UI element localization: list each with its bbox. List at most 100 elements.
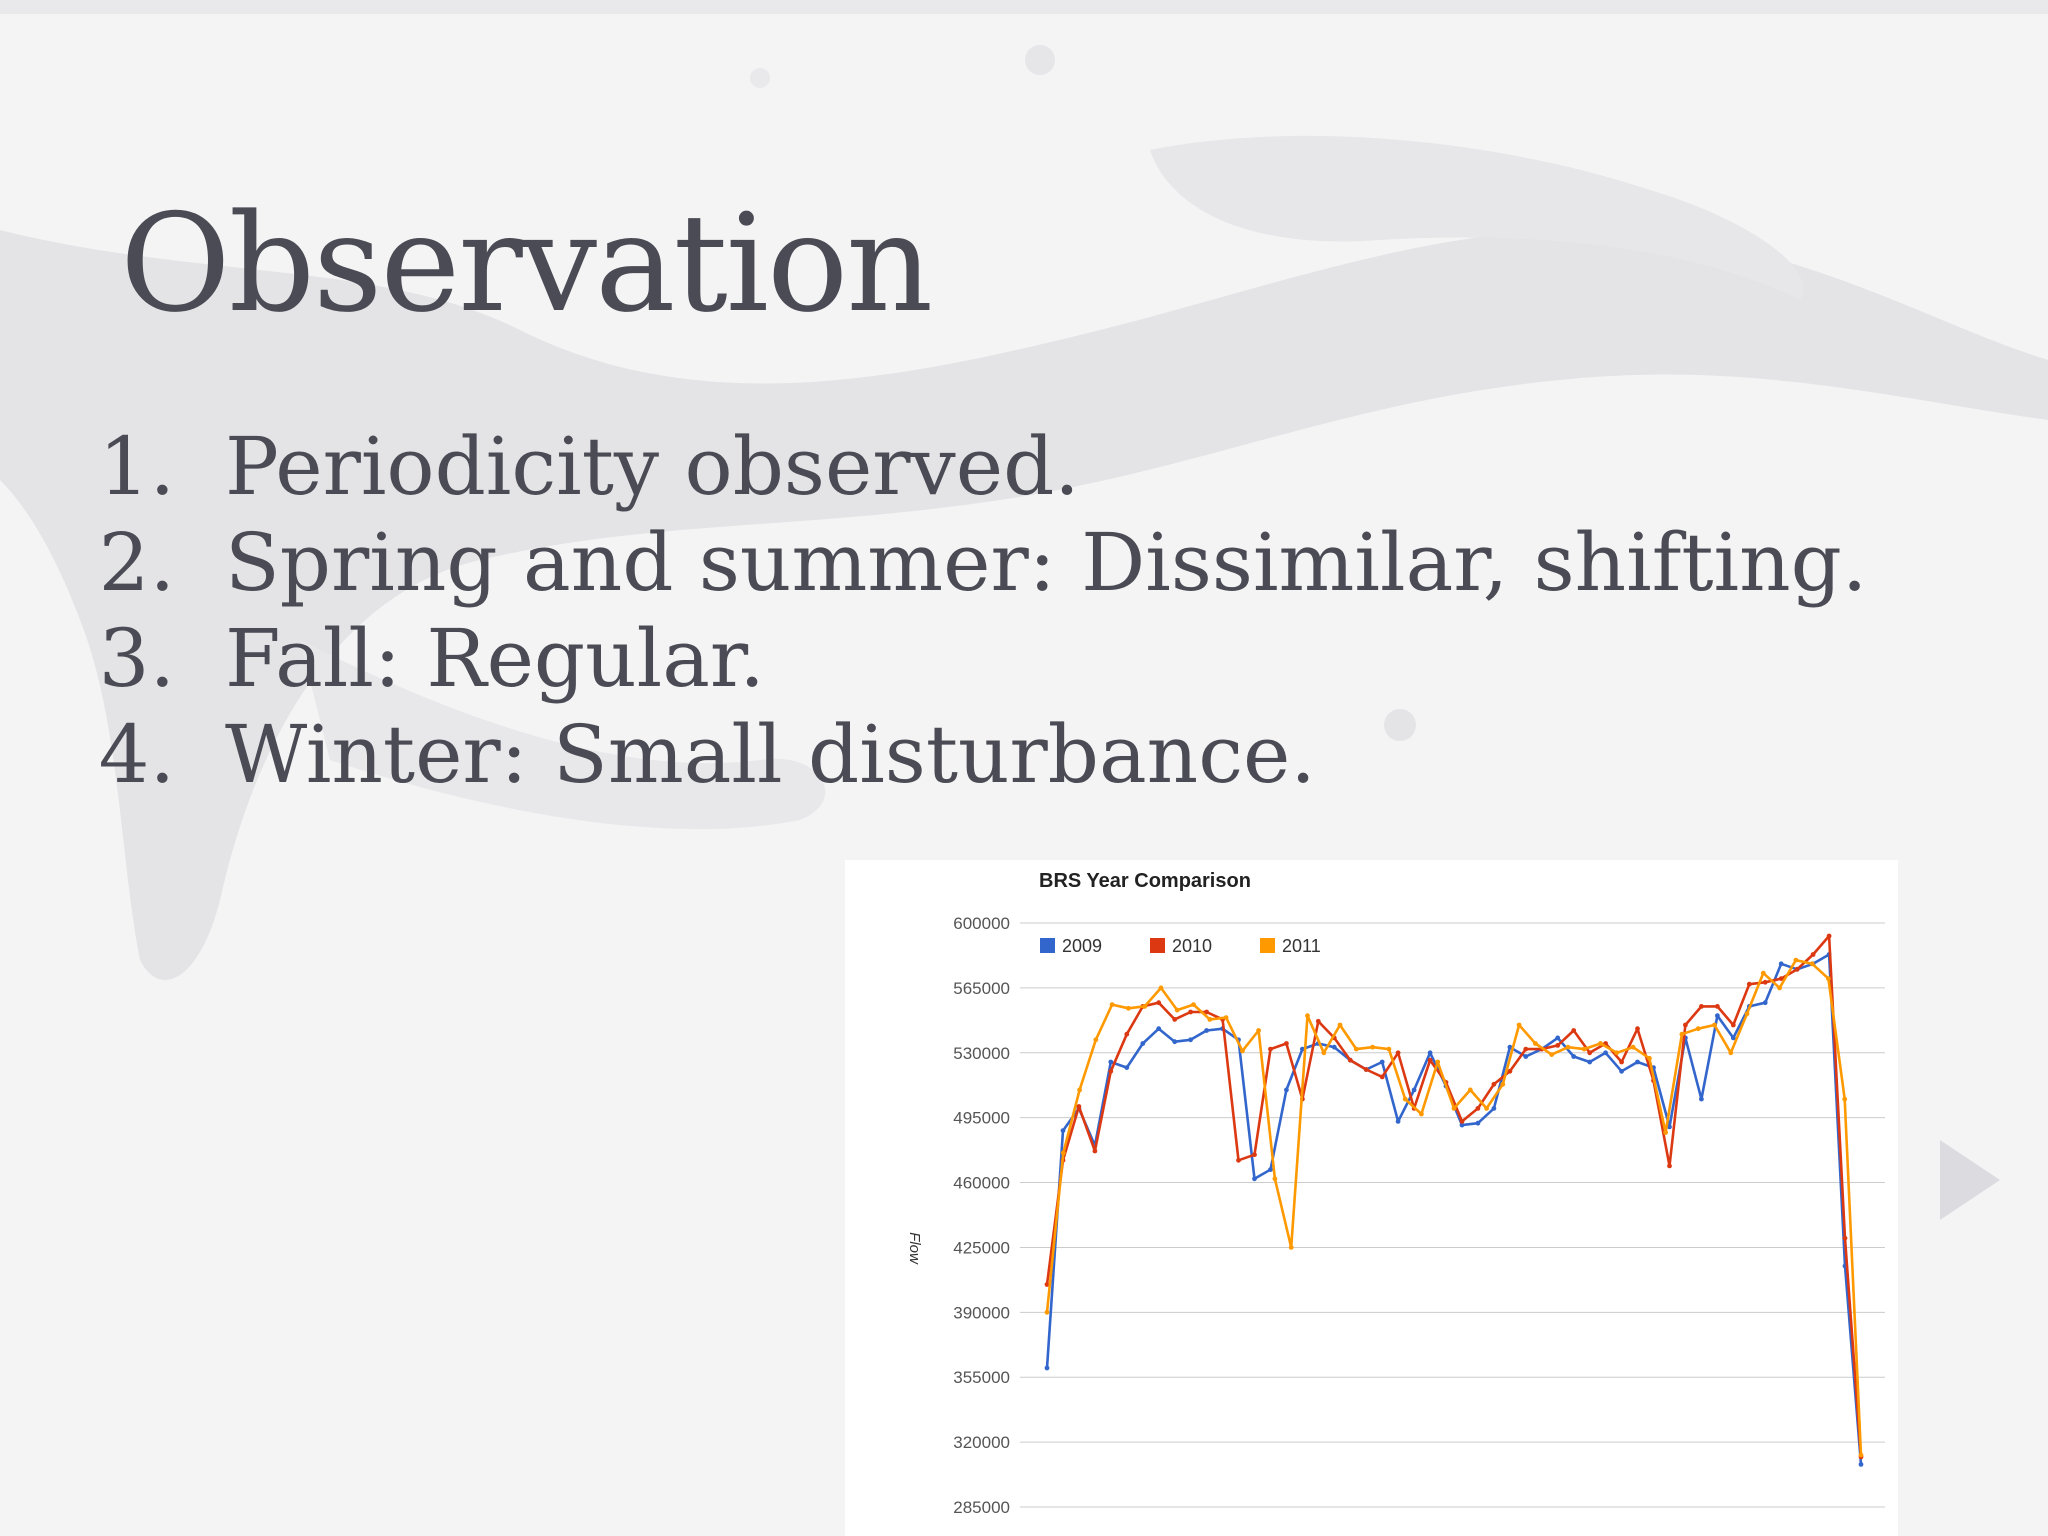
data-point-2010 — [1204, 1009, 1209, 1015]
data-point-2011 — [1435, 1059, 1441, 1065]
data-point-2010 — [1762, 979, 1768, 985]
data-point-2011 — [1158, 985, 1164, 991]
data-point-2011 — [1533, 1041, 1538, 1046]
data-point-2011 — [1126, 1005, 1131, 1011]
data-point-2010 — [1667, 1163, 1672, 1169]
legend-swatch-2009 — [1040, 938, 1055, 953]
data-point-2010 — [1635, 1026, 1640, 1032]
data-point-2010 — [1730, 1022, 1736, 1028]
data-point-2011 — [1565, 1044, 1571, 1050]
data-point-2010 — [1315, 1018, 1321, 1024]
gridlines — [1020, 922, 1885, 1508]
data-point-2011 — [1467, 1087, 1473, 1093]
data-point-2010 — [1284, 1041, 1289, 1046]
data-point-2009 — [1268, 1167, 1273, 1172]
data-point-2011 — [1044, 1309, 1050, 1315]
data-point-2011 — [1321, 1050, 1327, 1056]
list-item-number: 4. — [98, 708, 175, 801]
data-point-2011 — [1500, 1081, 1506, 1087]
data-point-2010 — [1459, 1119, 1465, 1124]
chart-container: BRS Year Comparison Flow 600000 565000 530… — [845, 860, 1898, 1536]
list-item-text: Spring and summer: Dissimilar, shifting. — [225, 516, 1868, 609]
data-point-2009 — [1188, 1037, 1193, 1043]
data-point-2010 — [1587, 1050, 1593, 1056]
legend: 2009 2010 2011 — [1040, 936, 1321, 956]
y-tick-label: 425000 — [953, 1238, 1010, 1257]
list-item-number: 1. — [98, 420, 175, 513]
data-point-2009 — [1667, 1124, 1672, 1130]
y-tick-label: 285000 — [953, 1498, 1010, 1517]
data-point-2011 — [1109, 1002, 1115, 1007]
data-point-2009 — [1252, 1176, 1257, 1182]
data-point-2009 — [1379, 1059, 1385, 1065]
data-point-2010 — [1427, 1057, 1433, 1063]
data-point-2011 — [1451, 1106, 1457, 1111]
data-point-2011 — [1549, 1052, 1555, 1057]
data-point-2010 — [1794, 966, 1800, 972]
data-point-2009 — [1619, 1068, 1624, 1074]
data-point-2010 — [1236, 1157, 1241, 1163]
series-line-2010 — [1045, 934, 1863, 1457]
data-point-2009 — [1427, 1050, 1433, 1056]
data-point-2010 — [1268, 1046, 1273, 1052]
data-point-2009 — [1635, 1059, 1640, 1065]
data-point-2011 — [1614, 1050, 1620, 1056]
data-point-2009 — [1060, 1128, 1066, 1133]
data-point-2010 — [1395, 1050, 1401, 1056]
data-point-2011 — [1060, 1150, 1066, 1156]
data-point-2009 — [1491, 1106, 1497, 1111]
data-point-2010 — [1092, 1148, 1098, 1154]
legend-swatch-2011 — [1260, 938, 1275, 953]
data-point-2011 — [1842, 1096, 1848, 1102]
data-point-2011 — [1272, 1176, 1278, 1182]
legend-label-2010: 2010 — [1172, 936, 1212, 956]
data-point-2010 — [1810, 952, 1816, 957]
list-item-number: 2. — [98, 516, 175, 609]
data-point-2010 — [1683, 1022, 1688, 1028]
data-point-2009 — [1762, 1000, 1768, 1006]
data-point-2010 — [1188, 1009, 1193, 1015]
legend-label-2009: 2009 — [1062, 936, 1102, 956]
data-point-2011 — [1402, 1096, 1408, 1102]
data-point-2009 — [1475, 1120, 1481, 1126]
data-point-2010 — [1507, 1068, 1513, 1074]
y-tick-label: 530000 — [953, 1044, 1010, 1063]
data-point-2009 — [1715, 1013, 1720, 1019]
data-point-2009 — [1778, 961, 1784, 967]
data-point-2010 — [1076, 1104, 1082, 1109]
data-point-2011 — [1695, 1026, 1701, 1032]
y-tick-label: 320000 — [953, 1433, 1010, 1452]
data-point-2011 — [1353, 1046, 1359, 1052]
data-point-2009 — [1156, 1026, 1162, 1032]
data-point-2011 — [1826, 976, 1831, 981]
data-point-2009 — [1587, 1059, 1593, 1065]
data-point-2009 — [1730, 1035, 1736, 1041]
data-point-2009 — [1571, 1054, 1577, 1059]
data-point-2011 — [1419, 1111, 1424, 1117]
data-point-2010 — [1475, 1106, 1481, 1111]
y-tick-label: 355000 — [953, 1368, 1010, 1387]
data-point-2010 — [1491, 1081, 1497, 1087]
slide-title: Observation — [120, 185, 933, 342]
chart-title: BRS Year Comparison — [1039, 870, 1251, 892]
data-point-2009 — [1172, 1039, 1178, 1045]
data-point-2010 — [1156, 1000, 1162, 1006]
data-point-2011 — [1174, 1007, 1180, 1013]
legend-swatch-2010 — [1150, 938, 1165, 953]
data-point-2009 — [1523, 1054, 1529, 1059]
data-point-2009 — [1124, 1065, 1130, 1070]
data-point-2011 — [1760, 970, 1766, 976]
data-point-2010 — [1379, 1074, 1385, 1080]
data-point-2010 — [1108, 1068, 1114, 1074]
data-point-2010 — [1715, 1004, 1720, 1009]
data-point-2009 — [1395, 1119, 1401, 1124]
data-point-2009 — [1699, 1096, 1704, 1102]
data-point-2009 — [1603, 1050, 1608, 1056]
data-point-2010 — [1172, 1017, 1178, 1022]
data-point-2011 — [1142, 1004, 1148, 1009]
legend-label-2011: 2011 — [1282, 936, 1321, 956]
list-item-number: 3. — [98, 612, 175, 705]
data-point-2010 — [1746, 981, 1752, 987]
data-point-2010 — [1252, 1152, 1257, 1158]
data-point-2011 — [1581, 1046, 1587, 1052]
